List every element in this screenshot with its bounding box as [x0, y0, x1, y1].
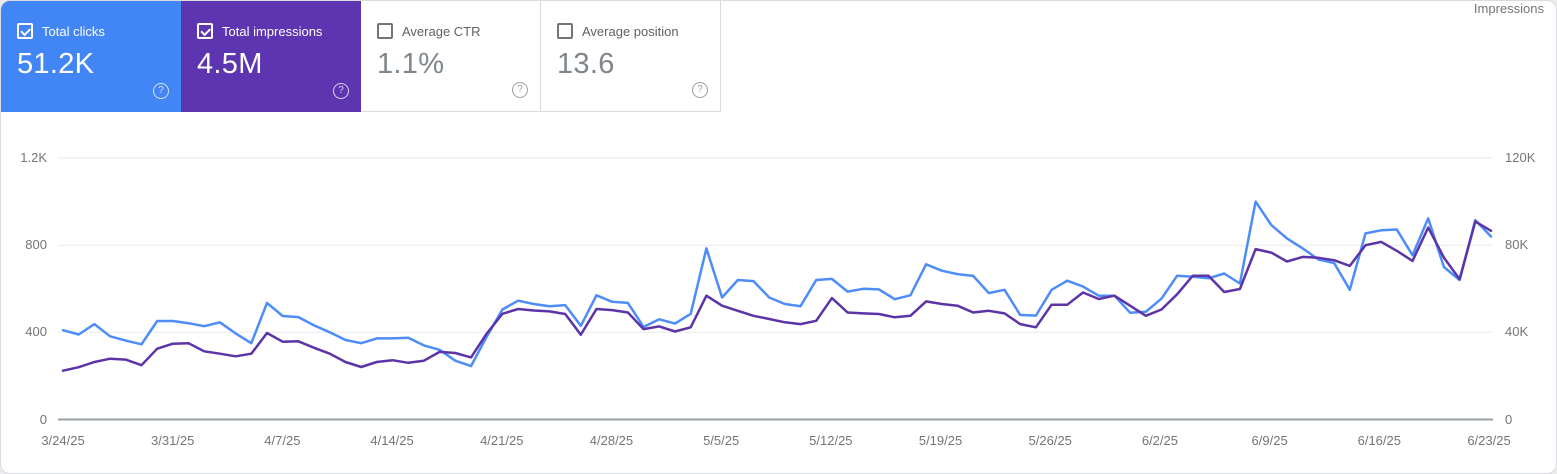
x-axis-label: 3/31/25 [151, 433, 195, 448]
right-axis-title: Impressions [1473, 1, 1544, 16]
x-axis-label: 4/21/25 [480, 433, 524, 448]
series-line-total-clicks [61, 200, 1493, 368]
y-axis-tick-right: 120K [1505, 150, 1536, 165]
card-label: Total impressions [222, 23, 323, 39]
x-axis-label: 5/12/25 [809, 433, 853, 448]
y-axis-tick-left: 0 [39, 411, 47, 427]
metric-card-average-ctr[interactable]: Average CTR 1.1% [361, 1, 541, 112]
card-label: Total clicks [42, 23, 105, 39]
average-ctr-checkbox[interactable] [377, 23, 393, 39]
card-header: Total impressions [197, 23, 345, 39]
x-axis-label: 5/5/25 [703, 433, 740, 448]
card-header: Average CTR [377, 23, 524, 39]
y-axis-tick-right: 0 [1505, 411, 1513, 427]
help-icon[interactable] [692, 82, 708, 98]
y-axis-tick-left: 1.2K [20, 150, 47, 165]
metric-card-average-position[interactable]: Average position 13.6 [541, 1, 721, 112]
card-label: Average position [582, 23, 679, 39]
total-clicks-value: 51.2K [17, 48, 95, 80]
x-axis-label: 4/7/25 [264, 433, 301, 448]
x-axis-label: 4/14/25 [370, 433, 414, 448]
average-ctr-value: 1.1% [377, 48, 445, 80]
x-axis-label: 5/19/25 [918, 433, 963, 448]
y-axis-tick-right: 80K [1505, 237, 1529, 253]
x-axis-label: 6/9/25 [1251, 433, 1288, 448]
help-icon[interactable] [153, 83, 169, 99]
help-icon[interactable] [333, 83, 349, 99]
average-position-value: 13.6 [557, 48, 615, 80]
x-axis-label: 6/2/25 [1141, 433, 1178, 448]
metric-card-total-impressions[interactable]: Total impressions 4.5M [181, 1, 361, 112]
y-axis-tick-right: 40K [1505, 324, 1529, 340]
y-axis-tick-left: 400 [25, 324, 47, 340]
card-label: Average CTR [402, 23, 481, 39]
card-header: Average position [557, 23, 704, 39]
x-axis-label: 4/28/25 [589, 433, 634, 448]
x-axis-label: 6/23/25 [1467, 433, 1511, 448]
help-icon[interactable] [512, 82, 528, 98]
metric-card-total-clicks[interactable]: Total clicks 51.2K [1, 1, 181, 112]
x-axis-label: 6/16/25 [1357, 433, 1401, 448]
y-axis-tick-left: 800 [25, 237, 47, 253]
series-line-total-impressions [61, 220, 1493, 372]
metric-cards-row: Total clicks 51.2K Total impressions 4.5… [1, 1, 721, 112]
card-header: Total clicks [17, 23, 165, 39]
x-axis-label: 5/26/25 [1028, 433, 1072, 448]
average-position-checkbox[interactable] [557, 23, 573, 39]
total-clicks-checkbox[interactable] [17, 23, 33, 39]
total-impressions-checkbox[interactable] [197, 23, 213, 39]
x-axis-label: 3/24/25 [41, 433, 85, 448]
total-impressions-value: 4.5M [197, 48, 263, 80]
